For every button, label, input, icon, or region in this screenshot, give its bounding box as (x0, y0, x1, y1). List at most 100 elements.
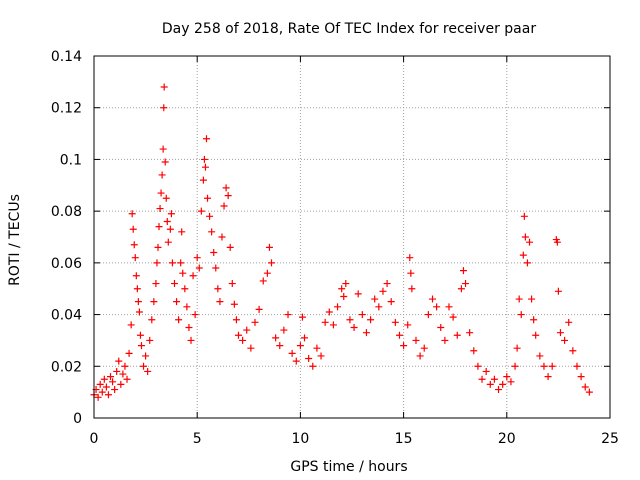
data-point (251, 318, 259, 326)
data-point (474, 362, 482, 370)
data-point (189, 272, 197, 280)
data-point (340, 292, 348, 300)
data-point (136, 331, 144, 339)
data-point (387, 298, 395, 306)
data-point (569, 347, 577, 355)
data-point (159, 145, 167, 153)
data-point (193, 254, 201, 262)
data-point (532, 331, 540, 339)
data-point (272, 334, 280, 342)
data-point (459, 267, 467, 275)
data-point (515, 295, 523, 303)
data-point (232, 316, 240, 324)
data-point (305, 355, 313, 363)
data-point (420, 344, 428, 352)
data-point (243, 326, 251, 334)
data-point (441, 336, 449, 344)
data-point (113, 367, 121, 375)
data-point (195, 264, 203, 272)
data-point (391, 318, 399, 326)
data-point (148, 316, 156, 324)
data-point (556, 329, 564, 337)
data-point (513, 344, 521, 352)
data-point (181, 285, 189, 293)
x-tick-label: 5 (193, 431, 202, 447)
data-point (135, 308, 143, 316)
y-tick-label: 0.14 (51, 49, 82, 65)
y-tick-label: 0.08 (51, 204, 82, 220)
data-point (247, 344, 255, 352)
data-point (495, 386, 503, 394)
data-point (482, 367, 490, 375)
data-point (160, 104, 168, 112)
y-tick-label: 0 (73, 411, 82, 427)
data-point (362, 329, 370, 337)
data-point (142, 352, 150, 360)
data-point (288, 349, 296, 357)
data-point (131, 254, 139, 262)
data-point (400, 342, 408, 350)
data-point (581, 383, 589, 391)
data-point (428, 295, 436, 303)
data-point (301, 334, 309, 342)
data-point (202, 135, 210, 143)
data-point (358, 311, 366, 319)
data-point (585, 388, 593, 396)
data-point (404, 321, 412, 329)
data-point (445, 303, 453, 311)
data-point (133, 285, 141, 293)
data-point (276, 342, 284, 350)
data-point (218, 233, 226, 241)
data-point (146, 336, 154, 344)
data-point (137, 342, 145, 350)
data-point (453, 331, 461, 339)
data-point (408, 285, 416, 293)
data-point (204, 194, 212, 202)
data-point (517, 311, 525, 319)
data-point (201, 163, 209, 171)
data-point (119, 370, 127, 378)
data-point (296, 342, 304, 350)
data-point (155, 223, 163, 231)
data-point (342, 280, 350, 288)
data-point (158, 171, 166, 179)
data-point (197, 207, 205, 215)
y-tick-label: 0.12 (51, 101, 82, 117)
data-point (175, 316, 183, 324)
data-point (375, 303, 383, 311)
data-point (334, 303, 342, 311)
data-point (263, 269, 271, 277)
data-point (170, 280, 178, 288)
data-point (100, 375, 108, 383)
data-point (226, 243, 234, 251)
data-point (212, 264, 220, 272)
data-point (111, 386, 119, 394)
data-point (511, 362, 519, 370)
data-point (187, 336, 195, 344)
data-point (228, 280, 236, 288)
data-point (424, 311, 432, 319)
data-point (208, 228, 216, 236)
axis-ticks: 0 5 10 15 20 25 0 0.02 0.04 0.06 0.08 0.1 0.12 0.14 (51, 49, 619, 447)
data-point (107, 373, 115, 381)
data-point (466, 329, 474, 337)
data-point (338, 285, 346, 293)
data-point (173, 298, 181, 306)
chart-title: Day 258 of 2018, Rate Of TEC Index for r… (162, 21, 536, 37)
data-point (523, 259, 531, 267)
data-point (98, 388, 106, 396)
data-point (179, 269, 187, 277)
data-point (160, 83, 168, 91)
data-point (407, 269, 415, 277)
plot-frame (93, 55, 611, 419)
data-point (449, 313, 457, 321)
data-point (478, 375, 486, 383)
data-point (177, 259, 185, 267)
data-point (150, 298, 158, 306)
data-point (284, 311, 292, 319)
data-point (457, 285, 465, 293)
data-point (573, 362, 581, 370)
data-point (577, 373, 585, 381)
data-point (94, 393, 102, 401)
